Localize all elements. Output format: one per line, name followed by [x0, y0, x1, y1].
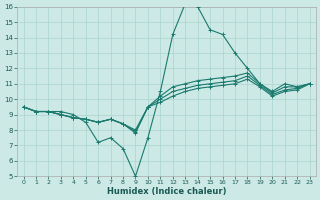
X-axis label: Humidex (Indice chaleur): Humidex (Indice chaleur) — [107, 187, 226, 196]
